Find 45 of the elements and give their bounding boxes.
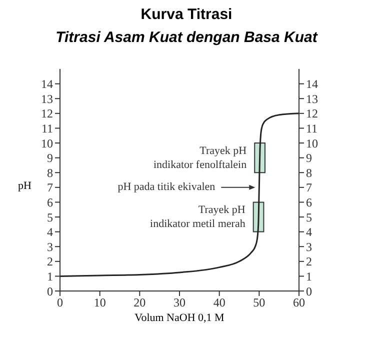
band-label: Trayek pH indikator metil merah [150,204,246,230]
y-axis-title: pH [18,180,32,192]
y2-tick-label: 13 [306,92,318,106]
y2-tick-label: 6 [306,195,312,210]
y-tick-label: 4 [47,225,53,240]
x-tick-label: 20 [134,296,146,310]
y2-tick-label: 1 [306,269,312,284]
line-series [60,112,299,277]
y2-tick-label: 11 [306,121,318,136]
y-tick-label: 12 [41,106,53,121]
chart-title: Kurva Titrasi [140,6,234,23]
y-tick-label: 2 [47,254,53,269]
y-tick-label: 6 [47,195,53,210]
y-tick-label: 7 [47,180,53,195]
x-tick-label: 60 [293,296,305,310]
y2-tick-label: 7 [306,180,312,195]
y-tick-label: 5 [47,210,53,224]
y2-tick-label: 2 [306,254,312,269]
y-tick-label: 11 [41,121,53,136]
y-tick-label: 9 [47,151,53,166]
y-tick-label: 13 [41,92,53,106]
x-tick-label: 10 [94,296,106,310]
y-tick-label: 1 [47,269,53,284]
y2-tick-label: 14 [306,77,318,92]
annotation: pH pada titik ekivalen [118,180,216,193]
y2-tick-label: 8 [306,166,312,180]
y2-tick-label: 5 [306,210,312,224]
y-tick-label: 14 [41,77,53,92]
x-tick-label: 0 [57,296,63,310]
y2-tick-label: 4 [306,225,312,240]
y-tick-label: 3 [47,240,53,254]
y2-tick-label: 9 [306,151,312,166]
x-tick-label: 30 [174,296,186,310]
x-axis-title: Volum NaOH 0,1 M [134,312,226,324]
y2-tick-label: 12 [306,106,318,121]
y-tick-label: 0 [47,284,53,298]
x-tick-label: 50 [253,296,266,310]
chart-subtitle: Titrasi Asam Kuat dengan Basa Kuat [54,29,319,46]
y-tick-label: 8 [47,166,53,180]
y2-tick-label: 3 [306,240,312,254]
y2-tick-label: 0 [306,284,312,298]
y2-tick-label: 10 [306,136,318,150]
y-tick-label: 10 [41,136,53,150]
band-label: Trayek pH indikator fenolftalein [153,144,248,170]
x-tick-label: 40 [213,296,226,310]
